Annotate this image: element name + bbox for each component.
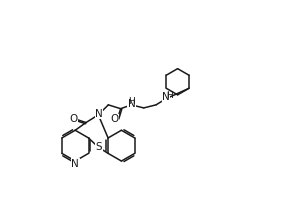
- Text: N: N: [128, 99, 135, 109]
- Text: O: O: [70, 114, 78, 124]
- Text: O: O: [110, 114, 118, 124]
- Text: N: N: [95, 109, 103, 119]
- Text: N: N: [71, 159, 79, 169]
- Text: N: N: [162, 92, 170, 102]
- Text: H: H: [166, 91, 172, 100]
- Text: S: S: [95, 142, 102, 152]
- Text: H: H: [128, 97, 135, 106]
